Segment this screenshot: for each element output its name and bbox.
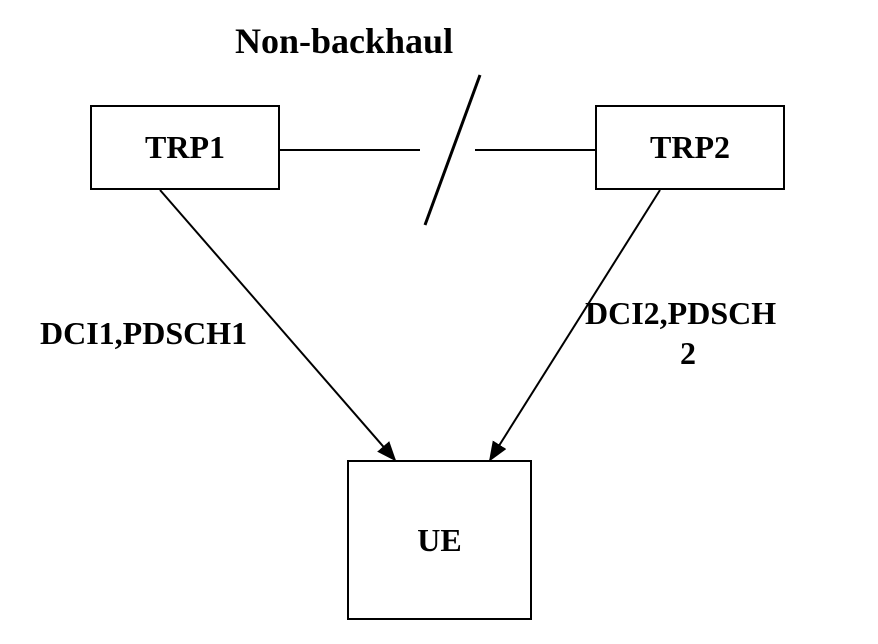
edge2-label-line2: 2 [680, 335, 696, 372]
node-trp1: TRP1 [90, 105, 280, 190]
node-ue-label: UE [417, 522, 461, 559]
node-trp2-label: TRP2 [650, 129, 730, 166]
edge-slash [425, 75, 480, 225]
title-label: Non-backhaul [235, 20, 453, 62]
edge2-label-line1: DCI2,PDSCH [585, 295, 776, 332]
edge1-label: DCI1,PDSCH1 [40, 315, 247, 352]
node-trp2: TRP2 [595, 105, 785, 190]
node-ue: UE [347, 460, 532, 620]
diagram-container: TRP1 TRP2 UE Non-backhaul DCI1,PDSCH1 DC… [0, 0, 878, 644]
node-trp1-label: TRP1 [145, 129, 225, 166]
